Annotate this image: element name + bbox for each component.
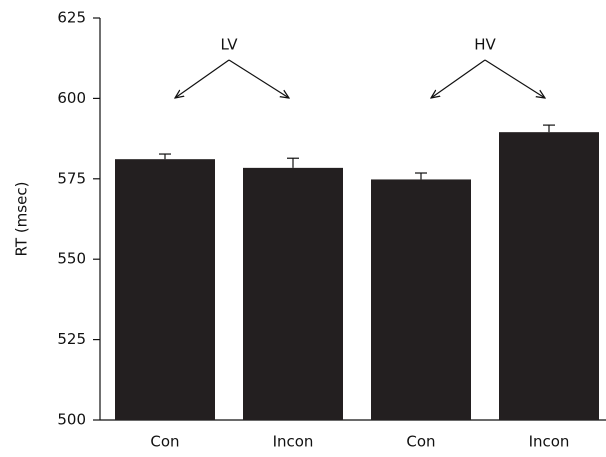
y-tick-label: 500 [57,411,86,429]
x-tick-label: Con [406,433,435,451]
group-arrow [431,59,486,98]
group-label: LV [221,36,239,54]
group-arrow [228,59,289,98]
x-tick-label: Incon [273,433,314,451]
bar [371,179,471,420]
bar [499,132,599,420]
group-label: HV [474,36,496,54]
y-tick-label: 550 [57,250,86,268]
y-axis-label: RT (msec) [13,182,31,257]
group-arrow [175,59,230,98]
group-arrow [484,59,545,98]
y-tick-label: 575 [57,169,86,187]
x-tick-label: Con [150,433,179,451]
y-tick-label: 525 [57,330,86,348]
x-tick-label: Incon [529,433,570,451]
y-tick-label: 600 [57,89,86,107]
bar [243,167,343,420]
y-tick-label: 625 [57,9,86,27]
bar [115,159,215,420]
